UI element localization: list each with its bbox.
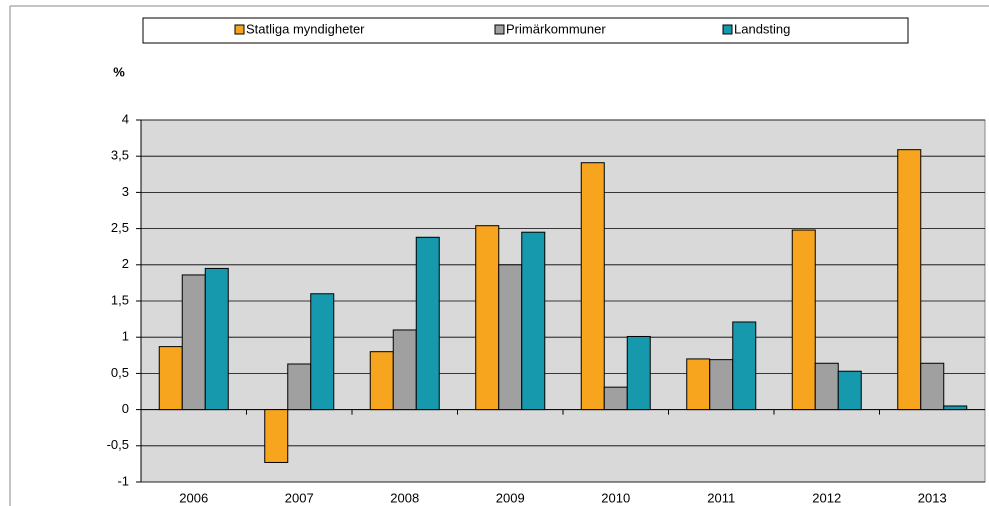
- x-tick-label: 2009: [496, 490, 525, 505]
- bar: [498, 264, 523, 411]
- bar: [475, 225, 500, 411]
- bar: [897, 149, 922, 411]
- bar: [603, 386, 628, 411]
- bar: [158, 346, 183, 411]
- x-tick-label: 2008: [390, 490, 419, 505]
- legend-swatch: [722, 24, 733, 35]
- legend-label: Landsting: [734, 21, 790, 36]
- y-tick-label: -1: [117, 473, 129, 488]
- bar: [521, 231, 546, 411]
- legend-label: Statliga myndigheter: [246, 21, 365, 36]
- bar: [310, 293, 335, 411]
- legend-label: Primärkommuner: [506, 21, 606, 36]
- bar: [920, 362, 945, 411]
- x-tick-label: 2011: [707, 490, 735, 505]
- x-tick-label: 2010: [601, 490, 630, 505]
- bar: [369, 351, 394, 411]
- bar: [791, 229, 816, 411]
- y-tick-label: -0,5: [107, 437, 129, 452]
- legend-swatch: [234, 24, 245, 35]
- bar: [415, 236, 440, 411]
- y-tick-label: 1: [122, 329, 129, 344]
- y-tick-label: 0: [122, 401, 129, 416]
- y-tick-label: 4: [122, 111, 129, 126]
- bar: [287, 363, 312, 411]
- y-tick-label: 3,5: [111, 148, 129, 163]
- x-tick-label: 2007: [285, 490, 314, 505]
- bar: [626, 335, 651, 411]
- x-tick-label: 2013: [918, 490, 947, 505]
- bar: [392, 329, 417, 411]
- bar: [732, 321, 757, 411]
- y-tick-label: 2,5: [111, 220, 129, 235]
- y-tick-label: 2: [122, 256, 129, 271]
- bar: [837, 370, 862, 411]
- y-tick-label: 0,5: [111, 365, 129, 380]
- bar: [204, 267, 229, 411]
- bar: [943, 405, 968, 411]
- bar: [580, 162, 605, 411]
- y-axis-label: %: [113, 64, 125, 79]
- legend-swatch: [494, 24, 505, 35]
- bar: [814, 362, 839, 411]
- x-tick-label: 2012: [812, 490, 841, 505]
- bar: [709, 359, 734, 411]
- bar: [686, 358, 711, 411]
- y-tick-label: 3: [122, 184, 129, 199]
- bar: [264, 409, 289, 463]
- legend: [142, 17, 909, 44]
- y-tick-label: 1,5: [111, 292, 129, 307]
- bar: [181, 274, 206, 411]
- x-tick-label: 2006: [179, 490, 208, 505]
